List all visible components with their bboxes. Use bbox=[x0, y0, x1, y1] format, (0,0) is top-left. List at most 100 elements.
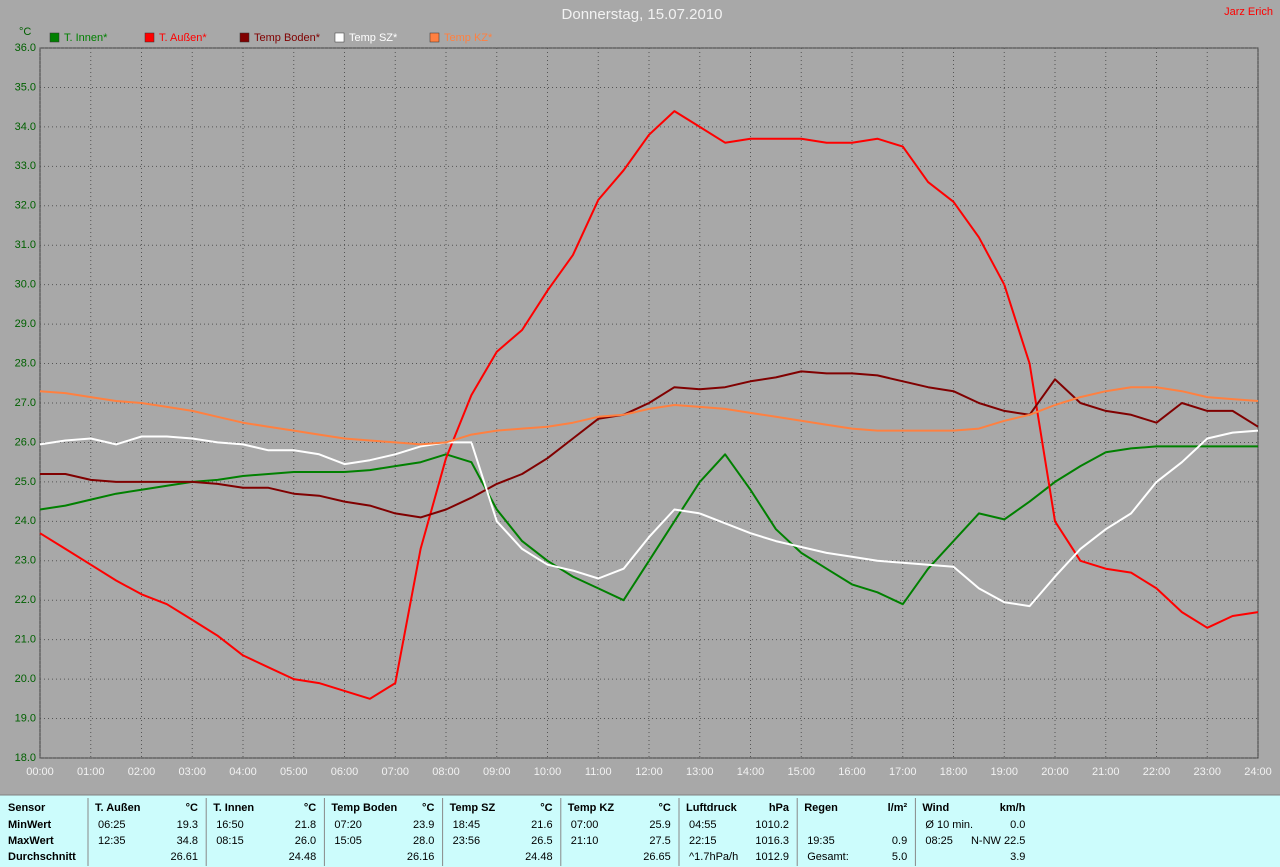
column-header: T. Außen bbox=[95, 802, 141, 814]
cell-time: 08:25 bbox=[925, 835, 953, 847]
y-tick-label: 36.0 bbox=[15, 42, 36, 54]
chart-title: Donnerstag, 15.07.2010 bbox=[562, 6, 723, 23]
x-tick-label: 09:00 bbox=[483, 766, 511, 778]
cell-value: 19.3 bbox=[177, 819, 198, 831]
x-tick-label: 12:00 bbox=[635, 766, 663, 778]
cell-value: 1016.3 bbox=[755, 835, 789, 847]
x-tick-label: 18:00 bbox=[940, 766, 968, 778]
y-tick-label: 32.0 bbox=[15, 200, 36, 212]
cell-value: 26.16 bbox=[407, 851, 435, 863]
cell-value: 25.9 bbox=[649, 819, 670, 831]
column-header: Temp SZ bbox=[450, 802, 496, 814]
cell-time: 18:45 bbox=[453, 819, 481, 831]
legend-swatch bbox=[334, 32, 345, 43]
author: Jarz Erich bbox=[1224, 6, 1273, 18]
cell-value: 0.0 bbox=[1010, 819, 1025, 831]
cell-value: 23.9 bbox=[413, 819, 434, 831]
x-tick-label: 15:00 bbox=[787, 766, 815, 778]
cell-time: 21:10 bbox=[571, 835, 599, 847]
cell-value: 28.0 bbox=[413, 835, 434, 847]
column-header: Regen bbox=[804, 802, 838, 814]
x-tick-label: 02:00 bbox=[128, 766, 156, 778]
stats-panel bbox=[0, 795, 1280, 867]
column-header: Temp KZ bbox=[568, 802, 615, 814]
row-label: MinWert bbox=[8, 819, 52, 831]
y-tick-label: 28.0 bbox=[15, 357, 36, 369]
y-tick-label: 33.0 bbox=[15, 160, 36, 172]
y-tick-label: 30.0 bbox=[15, 279, 36, 291]
row-label: Durchschnitt bbox=[8, 851, 76, 863]
x-tick-label: 14:00 bbox=[737, 766, 765, 778]
x-tick-label: 20:00 bbox=[1041, 766, 1069, 778]
cell-value: 0.9 bbox=[892, 835, 907, 847]
y-tick-label: 25.0 bbox=[15, 476, 36, 488]
series-line bbox=[39, 429, 1259, 608]
x-tick-label: 07:00 bbox=[381, 766, 409, 778]
series-line bbox=[39, 445, 1258, 606]
cell-time: ^1.7hPa/h bbox=[689, 851, 738, 863]
legend-swatch bbox=[49, 32, 60, 43]
column-header: T. Innen bbox=[213, 802, 254, 814]
cell-value: 26.61 bbox=[170, 851, 198, 863]
legend-label: T. Außen* bbox=[159, 32, 207, 44]
cell-time: 12:35 bbox=[98, 835, 126, 847]
cell-value: 1010.2 bbox=[755, 819, 789, 831]
column-unit: °C bbox=[186, 802, 198, 814]
series-line bbox=[40, 370, 1259, 519]
cell-value: 21.8 bbox=[295, 819, 316, 831]
column-unit: hPa bbox=[769, 802, 790, 814]
column-unit: °C bbox=[422, 802, 434, 814]
x-tick-label: 04:00 bbox=[229, 766, 257, 778]
y-tick-label: 21.0 bbox=[15, 634, 36, 646]
y-tick-label: 20.0 bbox=[15, 673, 36, 685]
y-tick-label: 29.0 bbox=[15, 318, 36, 330]
y-tick-label: 35.0 bbox=[15, 81, 36, 93]
y-tick-label: 27.0 bbox=[15, 397, 36, 409]
x-tick-label: 17:00 bbox=[889, 766, 917, 778]
cell-value: 26.0 bbox=[295, 835, 316, 847]
x-tick-label: 23:00 bbox=[1193, 766, 1221, 778]
series-line bbox=[39, 110, 1259, 700]
x-tick-label: 03:00 bbox=[178, 766, 206, 778]
cell-time: 06:25 bbox=[98, 819, 126, 831]
cell-value: 34.8 bbox=[177, 835, 198, 847]
cell-time: Ø 10 min. bbox=[925, 819, 973, 831]
x-tick-label: 05:00 bbox=[280, 766, 308, 778]
legend-swatch bbox=[429, 32, 440, 43]
column-header: Temp Boden bbox=[331, 802, 397, 814]
x-tick-label: 10:00 bbox=[534, 766, 562, 778]
cell-time: 04:55 bbox=[689, 819, 717, 831]
y-tick-label: 31.0 bbox=[15, 239, 36, 251]
cell-time: 22:15 bbox=[689, 835, 717, 847]
cell-value: 5.0 bbox=[892, 851, 907, 863]
legend-label: Temp SZ* bbox=[349, 32, 398, 44]
row-label: MaxWert bbox=[8, 835, 54, 847]
y-tick-label: 34.0 bbox=[15, 121, 36, 133]
cell-value: 27.5 bbox=[649, 835, 670, 847]
x-tick-label: 21:00 bbox=[1092, 766, 1120, 778]
cell-time: 15:05 bbox=[334, 835, 362, 847]
x-tick-label: 19:00 bbox=[990, 766, 1018, 778]
cell-value: 24.48 bbox=[289, 851, 317, 863]
cell-value: 26.5 bbox=[531, 835, 552, 847]
cell-time: 08:15 bbox=[216, 835, 244, 847]
cell-time: 19:35 bbox=[807, 835, 835, 847]
cell-value: 1012.9 bbox=[755, 851, 789, 863]
row-label: Sensor bbox=[8, 802, 46, 814]
column-unit: °C bbox=[304, 802, 316, 814]
x-tick-label: 16:00 bbox=[838, 766, 866, 778]
column-header: Luftdruck bbox=[686, 802, 738, 814]
cell-value: 3.9 bbox=[1010, 851, 1025, 863]
x-tick-label: 01:00 bbox=[77, 766, 105, 778]
x-tick-label: 22:00 bbox=[1143, 766, 1171, 778]
legend-swatch bbox=[144, 32, 155, 43]
x-tick-label: 00:00 bbox=[26, 766, 54, 778]
x-tick-label: 13:00 bbox=[686, 766, 714, 778]
y-axis-label: °C bbox=[19, 26, 31, 38]
y-tick-label: 18.0 bbox=[15, 752, 36, 764]
column-unit: km/h bbox=[1000, 802, 1026, 814]
column-unit: l/m² bbox=[888, 802, 908, 814]
cell-value: 26.65 bbox=[643, 851, 671, 863]
cell-time: 16:50 bbox=[216, 819, 244, 831]
